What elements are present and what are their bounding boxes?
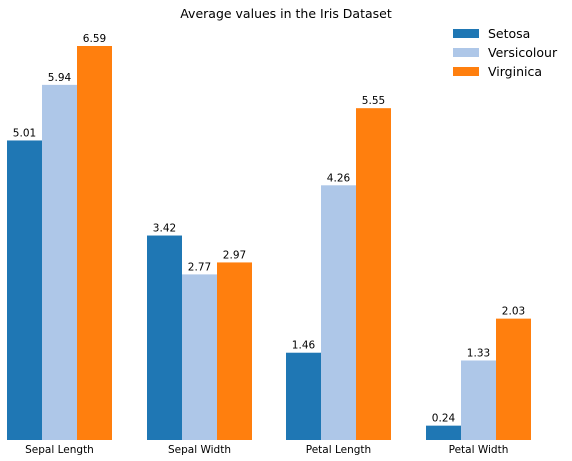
legend-swatch-setosa	[453, 29, 479, 38]
bar-versicolour-sepal-width	[182, 274, 217, 440]
value-label-versicolour-petal-length: 4.26	[327, 172, 351, 184]
value-label-virginica-sepal-length: 6.59	[83, 33, 106, 45]
value-label-setosa-sepal-width: 3.42	[153, 223, 176, 235]
legend: Setosa Versicolour Virginica	[453, 26, 558, 79]
x-tick-label-sepal-width: Sepal Width	[168, 444, 231, 456]
x-tick-label-sepal-length: Sepal Length	[25, 444, 94, 456]
value-labels-group: 5.01 5.94 6.59 3.42 2.77 2.97 1.46 4.26 5.55 0.24…	[13, 33, 525, 425]
bar-versicolour-petal-length	[321, 185, 356, 440]
legend-swatch-virginica	[453, 67, 479, 76]
bar-virginica-sepal-length	[77, 46, 112, 440]
x-tick-labels-group: Sepal Length Sepal Width Petal Length Petal…	[25, 444, 508, 456]
bar-versicolour-sepal-length	[42, 84, 77, 441]
bar-setosa-sepal-width	[147, 235, 182, 440]
legend-label-virginica: Virginica	[488, 64, 542, 79]
bar-setosa-petal-width	[426, 425, 461, 440]
value-label-versicolour-petal-width: 1.33	[467, 347, 490, 359]
legend-swatch-versicolour	[453, 48, 479, 57]
value-label-setosa-sepal-length: 5.01	[13, 127, 36, 139]
value-label-setosa-petal-width: 0.24	[432, 413, 456, 425]
value-label-setosa-petal-length: 1.46	[292, 340, 316, 352]
value-label-virginica-sepal-width: 2.97	[223, 249, 246, 261]
value-label-versicolour-sepal-width: 2.77	[188, 261, 211, 273]
legend-label-setosa: Setosa	[488, 26, 530, 41]
bar-virginica-sepal-width	[217, 262, 252, 440]
value-label-virginica-petal-width: 2.03	[502, 306, 525, 318]
bar-setosa-petal-length	[286, 352, 321, 440]
bar-setosa-sepal-length	[7, 140, 42, 440]
bars-group	[7, 46, 531, 441]
bar-versicolour-petal-width	[461, 360, 496, 440]
value-label-versicolour-sepal-length: 5.94	[48, 72, 72, 84]
bar-virginica-petal-length	[356, 108, 391, 440]
x-tick-label-petal-width: Petal Width	[449, 444, 509, 456]
value-label-virginica-petal-length: 5.55	[362, 95, 385, 107]
legend-label-versicolour: Versicolour	[488, 45, 558, 60]
x-tick-label-petal-length: Petal Length	[306, 444, 371, 456]
chart-title: Average values in the Iris Dataset	[180, 6, 392, 21]
bar-virginica-petal-width	[496, 318, 531, 440]
